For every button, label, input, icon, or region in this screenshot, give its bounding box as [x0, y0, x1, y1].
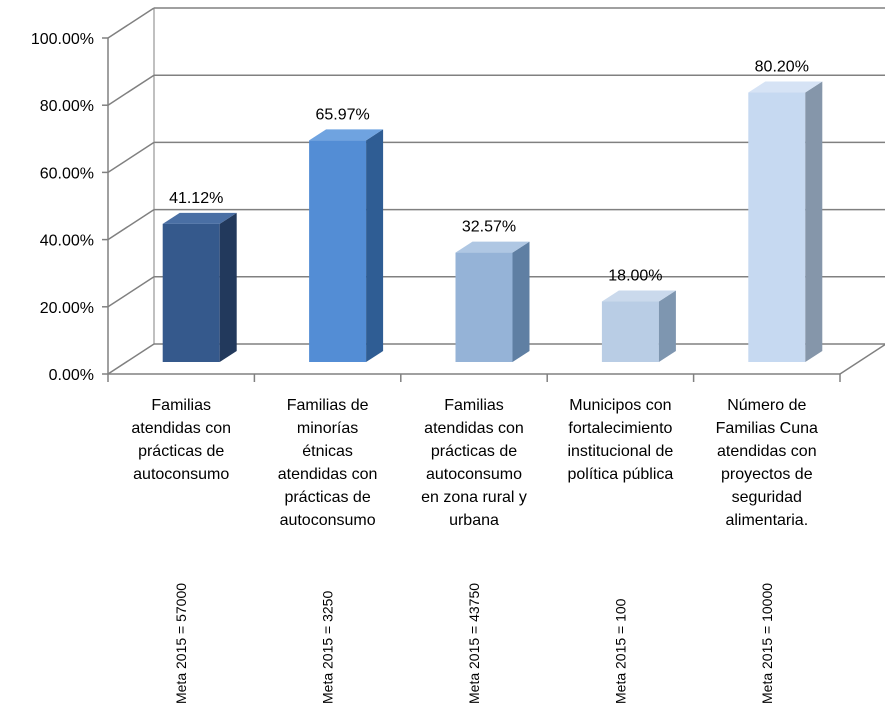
meta-label: Meta 2015 = 3250	[320, 591, 336, 704]
bar-top	[601, 290, 676, 302]
bar-top	[309, 129, 384, 141]
y-tick-label: 40.00%	[40, 233, 94, 250]
category-label: Número de Familias Cuna atendidas con proye…	[716, 397, 818, 529]
data-label: 32.57%	[462, 219, 516, 236]
data-label: 41.12%	[169, 190, 223, 207]
gridline-diagonal	[107, 276, 155, 308]
data-label: 80.20%	[755, 59, 809, 76]
data-label: 65.97%	[315, 106, 369, 123]
category-label: Municipos con fortalecimiento instituciona…	[567, 397, 673, 483]
floor-right-edge	[839, 343, 885, 375]
gridline-diagonal	[107, 208, 155, 241]
meta-label: Meta 2015 = 10000	[759, 583, 775, 704]
bar	[455, 252, 513, 362]
bar-top	[455, 241, 530, 253]
category-label: Familias atendidas con prácticas de autocon…	[131, 397, 231, 483]
bar	[309, 140, 367, 362]
bar-top	[748, 81, 823, 93]
gridline-diagonal	[107, 7, 155, 39]
bar	[601, 301, 659, 362]
meta-label: Meta 2015 = 43750	[466, 583, 482, 704]
bar-side	[658, 290, 676, 362]
y-tick-label: 0.00%	[49, 367, 94, 384]
category-label: Familias de minorías étnicas atendidas con p…	[278, 397, 378, 529]
y-tick-label: 100.00%	[31, 31, 94, 48]
category-label: Familias atendidas con prácticas de autocon…	[421, 397, 527, 529]
y-tick-label: 60.00%	[40, 165, 94, 182]
bar-side	[805, 81, 823, 362]
y-tick-label: 20.00%	[40, 300, 94, 317]
meta-label: Meta 2015 = 100	[612, 598, 628, 704]
gridline-diagonal	[107, 343, 155, 375]
gridline-diagonal	[107, 74, 155, 106]
bar	[162, 223, 220, 362]
bar-top	[162, 212, 237, 224]
bar	[748, 92, 806, 362]
y-tick-label: 80.00%	[40, 98, 94, 115]
data-label: 18.00%	[608, 268, 662, 285]
bar-side	[366, 129, 384, 362]
gridline-diagonal	[107, 141, 155, 174]
bar-side	[219, 212, 237, 362]
bar-side	[512, 241, 530, 362]
meta-label: Meta 2015 = 57000	[173, 583, 189, 704]
